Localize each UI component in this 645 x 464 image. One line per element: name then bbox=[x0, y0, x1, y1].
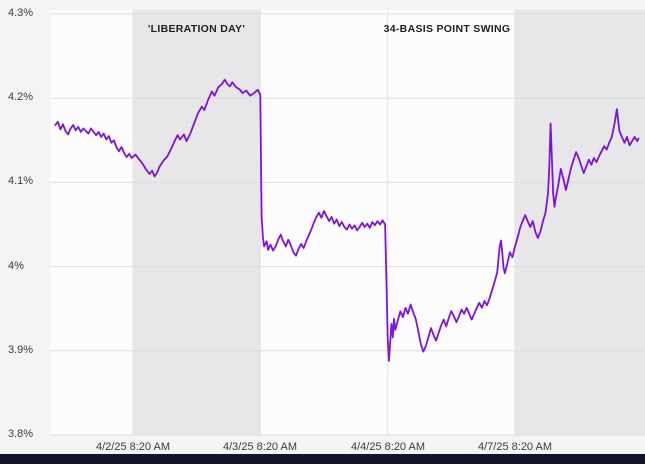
x-axis-label: 4/7/25 8:20 AM bbox=[478, 441, 552, 453]
annotation-liberation-day: 'LIBERATION DAY' bbox=[147, 23, 246, 35]
yield-line-chart bbox=[50, 10, 645, 436]
y-axis-label: 3.8% bbox=[8, 428, 34, 440]
y-axis-label: 4% bbox=[8, 260, 24, 272]
x-axis-label: 4/2/25 8:20 AM bbox=[96, 441, 170, 453]
bottom-bar bbox=[0, 454, 645, 464]
y-axis-label: 4.3% bbox=[8, 7, 34, 19]
annotation-basis-point-swing: 34-BASIS POINT SWING bbox=[383, 23, 511, 35]
x-axis-label: 4/3/25 8:20 AM bbox=[223, 441, 297, 453]
x-axis-label: 4/4/25 8:20 AM bbox=[351, 441, 425, 453]
y-axis-label: 4.2% bbox=[8, 91, 34, 103]
y-axis-label: 4.1% bbox=[8, 175, 34, 187]
y-axis-label: 3.9% bbox=[8, 344, 34, 356]
